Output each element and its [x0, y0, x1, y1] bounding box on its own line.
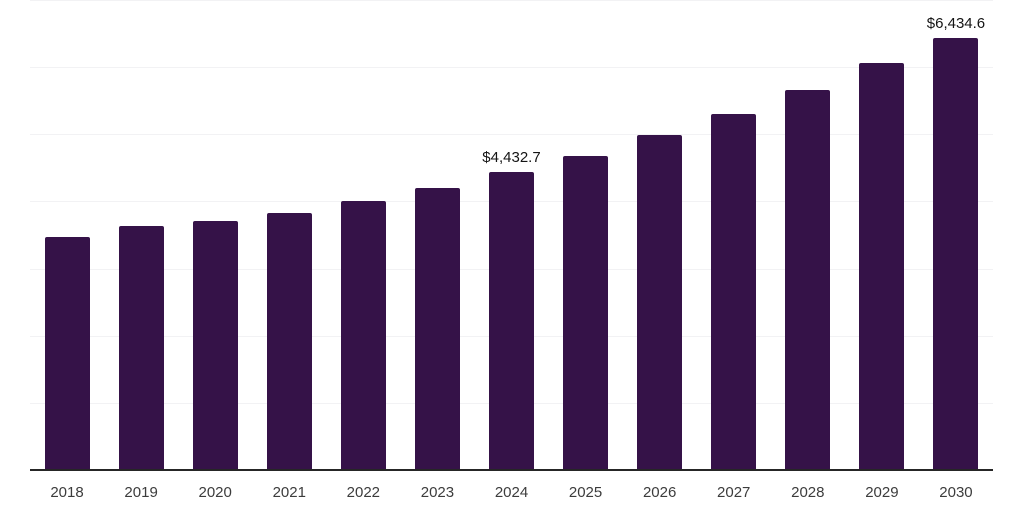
- x-tick-label-2030: 2030: [939, 484, 973, 501]
- x-tick-label-2026: 2026: [642, 484, 677, 501]
- x-tick-label-2024: 2024: [494, 484, 529, 501]
- bar-2019: [118, 226, 164, 470]
- bar-2028: [785, 90, 831, 470]
- x-tick-label-2029: 2029: [865, 484, 899, 501]
- bar-2024: [489, 172, 534, 470]
- bar-2025: [563, 156, 609, 470]
- x-tick-label-2028: 2028: [791, 484, 825, 501]
- bar-2027: [711, 114, 757, 470]
- gridline-6000: [30, 67, 993, 69]
- bar-2018: [44, 237, 90, 470]
- bar-2029: [859, 63, 905, 470]
- data-label-2030: $6,434.6: [926, 15, 986, 32]
- x-tick-label-2019: 2019: [124, 484, 158, 501]
- x-tick-label-2022: 2022: [346, 484, 381, 501]
- x-tick-label-2025: 2025: [568, 484, 603, 501]
- gridline-7000: [30, 0, 993, 1]
- bar-2021: [266, 213, 312, 470]
- bar-2020: [192, 221, 238, 470]
- x-tick-label-2020: 2020: [198, 484, 232, 501]
- bar-2030: [933, 38, 979, 470]
- x-tick-label-2021: 2021: [272, 484, 306, 501]
- gridline-5000: [30, 134, 993, 136]
- bar-2023: [414, 188, 460, 470]
- x-tick-label-2027: 2027: [717, 484, 751, 501]
- x-tick-label-2018: 2018: [50, 484, 84, 501]
- plot-area: $4,432.7 $6,434.6: [30, 0, 993, 471]
- x-axis-line: [30, 469, 993, 471]
- bar-2026: [637, 135, 683, 470]
- bar-2022: [340, 201, 386, 470]
- data-label-2024: $4,432.7: [482, 149, 541, 166]
- x-tick-label-2023: 2023: [420, 484, 455, 501]
- x-axis-labels: 2018 2019 2020 2021 2022 2023 2024 2025 2026 2027…: [30, 470, 993, 512]
